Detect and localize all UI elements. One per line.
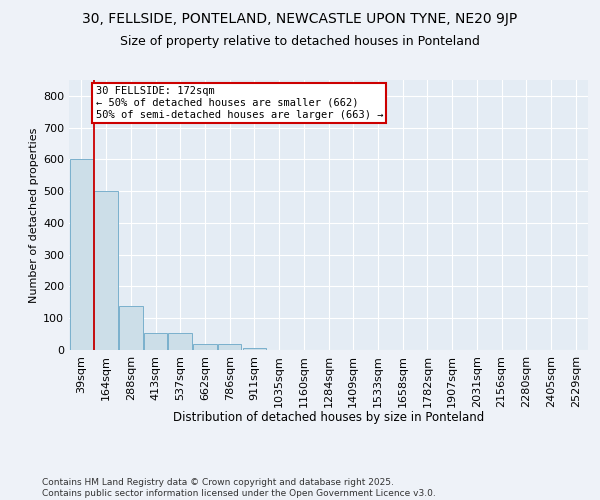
X-axis label: Distribution of detached houses by size in Ponteland: Distribution of detached houses by size … xyxy=(173,411,484,424)
Bar xyxy=(94,191,118,350)
Bar xyxy=(70,160,93,350)
Text: Size of property relative to detached houses in Ponteland: Size of property relative to detached ho… xyxy=(120,35,480,48)
Bar xyxy=(144,332,167,350)
Bar xyxy=(242,348,266,350)
Bar xyxy=(218,344,241,350)
Text: 30 FELLSIDE: 172sqm
← 50% of detached houses are smaller (662)
50% of semi-detac: 30 FELLSIDE: 172sqm ← 50% of detached ho… xyxy=(95,86,383,120)
Bar xyxy=(193,344,217,350)
Text: 30, FELLSIDE, PONTELAND, NEWCASTLE UPON TYNE, NE20 9JP: 30, FELLSIDE, PONTELAND, NEWCASTLE UPON … xyxy=(82,12,518,26)
Text: Contains HM Land Registry data © Crown copyright and database right 2025.
Contai: Contains HM Land Registry data © Crown c… xyxy=(42,478,436,498)
Bar xyxy=(119,306,143,350)
Y-axis label: Number of detached properties: Number of detached properties xyxy=(29,128,39,302)
Bar xyxy=(169,332,192,350)
